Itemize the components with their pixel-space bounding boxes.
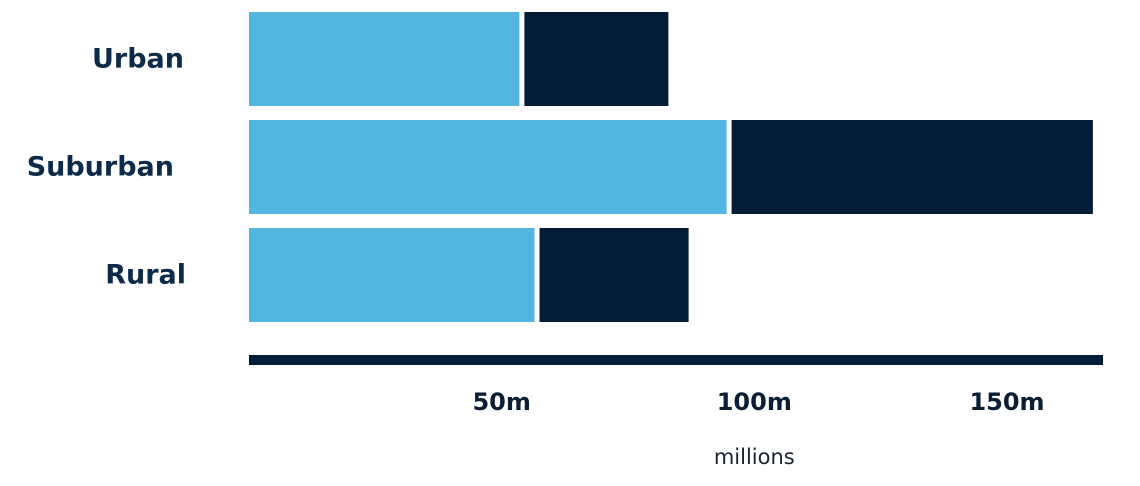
x-axis-label: millions: [714, 445, 795, 469]
category-label-rural: Rural: [105, 260, 186, 291]
category-label-suburban: Suburban: [27, 152, 174, 183]
x-tick-label-150: 150m: [969, 388, 1044, 416]
bar-urban-segment-1: [249, 12, 520, 106]
bar-suburban-segment-1: [249, 120, 727, 214]
bar-urban-segment-2: [524, 12, 669, 106]
bar-suburban-segment-2: [731, 120, 1093, 214]
x-tick-label-100: 100m: [717, 388, 792, 416]
category-label-urban: Urban: [92, 44, 184, 75]
bar-rural-segment-2: [539, 228, 689, 322]
category-labels: Urban Suburban Rural: [27, 44, 186, 291]
x-tick-label-50: 50m: [472, 388, 530, 416]
bars-layer: [249, 12, 1093, 322]
x-axis-line: [249, 355, 1103, 365]
bar-rural-segment-1: [249, 228, 535, 322]
x-tick-labels: 50m 100m 150m: [472, 388, 1044, 416]
